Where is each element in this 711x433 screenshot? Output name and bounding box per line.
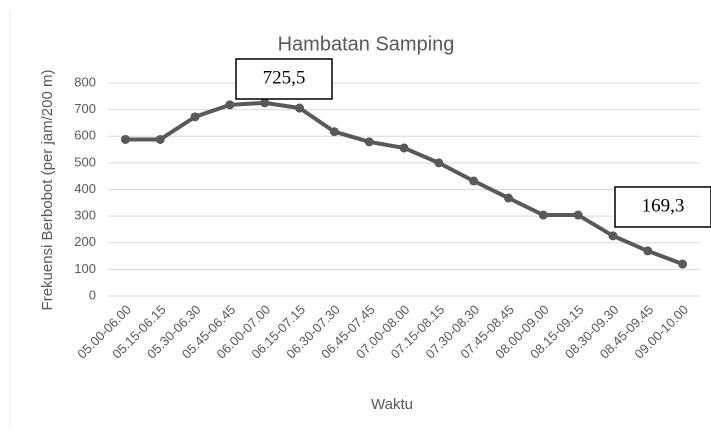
data-point (608, 231, 618, 241)
data-point (329, 127, 339, 137)
y-tick-label: 800 (74, 74, 96, 89)
data-point (120, 134, 130, 144)
data-point (399, 143, 409, 153)
y-tick-label: 300 (74, 208, 96, 223)
data-point (295, 103, 305, 113)
data-point (643, 246, 653, 256)
y-tick-label: 100 (74, 261, 96, 276)
y-tick-label: 200 (74, 234, 96, 249)
data-point (364, 137, 374, 147)
data-point (678, 259, 688, 269)
data-line (125, 100, 684, 266)
data-point (190, 112, 200, 122)
data-point (434, 158, 444, 168)
data-point (573, 210, 583, 220)
chart-title: Hambatan Samping (278, 33, 455, 55)
y-tick-label: 600 (74, 128, 96, 143)
y-tick-label: 500 (74, 154, 96, 169)
data-point (260, 98, 270, 108)
data-point (155, 134, 165, 144)
y-tick-label: 700 (74, 101, 96, 116)
data-label: 169,3 (642, 195, 685, 216)
data-label: 725,5 (263, 67, 306, 88)
annotation-box (614, 186, 711, 228)
y-axis-title: Frekuensi Berbobot (per jam/200 m) (39, 70, 56, 311)
data-point (469, 176, 479, 186)
data-point (225, 100, 235, 110)
annotation-box (235, 58, 333, 100)
y-tick-label: 400 (74, 181, 96, 196)
data-point (538, 210, 548, 220)
x-axis-title: Waktu (371, 396, 413, 413)
y-tick-label: 0 (89, 287, 96, 302)
data-point (503, 193, 513, 203)
